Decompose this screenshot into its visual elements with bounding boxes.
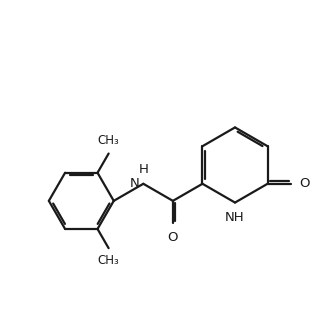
Text: O: O: [299, 177, 310, 190]
Text: CH₃: CH₃: [98, 254, 119, 267]
Text: N: N: [129, 177, 139, 190]
Text: CH₃: CH₃: [98, 134, 119, 148]
Text: O: O: [168, 231, 178, 244]
Text: NH: NH: [225, 211, 245, 224]
Text: H: H: [139, 163, 148, 176]
